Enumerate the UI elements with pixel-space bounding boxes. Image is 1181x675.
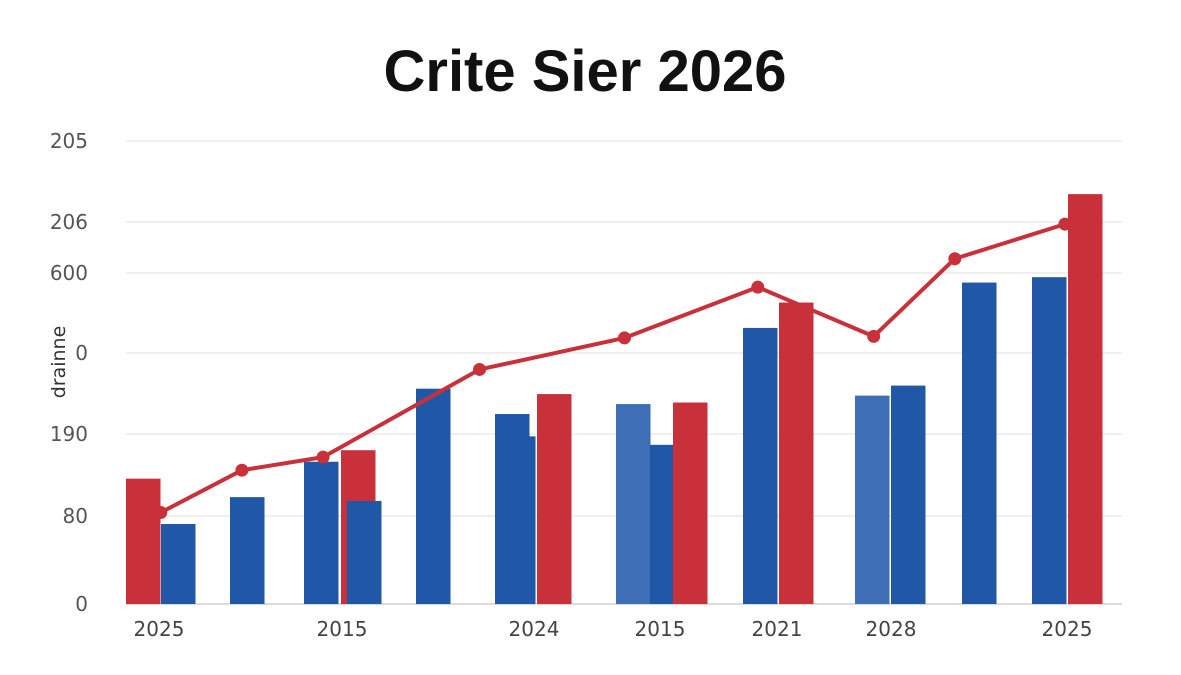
y-tick-label: 0 — [75, 341, 88, 365]
chart-title: Crite Sier 2026 — [383, 39, 786, 104]
y-tick-label: 206 — [50, 210, 88, 234]
y-tick-label: 205 — [50, 129, 88, 153]
bar — [1032, 277, 1067, 604]
trend-point — [948, 252, 962, 266]
x-tick-label: 2024 — [509, 617, 560, 641]
bar — [537, 394, 572, 604]
bar — [161, 524, 196, 604]
x-axis-ticks: 2025 2015 2024 2015 2021 2028 2025 — [134, 617, 1093, 641]
x-tick-label: 2025 — [134, 617, 185, 641]
y-tick-label: 190 — [50, 422, 88, 446]
x-tick-label: 2028 — [866, 617, 917, 641]
x-tick-label: 2025 — [1042, 617, 1093, 641]
bar — [1068, 194, 1103, 605]
trend-point — [235, 463, 249, 477]
bar — [673, 402, 708, 604]
trend-point — [154, 505, 168, 519]
bar — [779, 302, 814, 604]
bar — [126, 478, 161, 604]
bar — [501, 436, 536, 604]
bar — [304, 461, 339, 604]
trend-point — [751, 280, 765, 294]
trend-point — [1058, 217, 1072, 231]
y-axis-label: drainne — [48, 326, 70, 399]
bar — [743, 327, 778, 604]
trend-point — [316, 450, 330, 464]
y-tick-label: 600 — [50, 261, 88, 285]
bar — [891, 385, 926, 604]
trend-point — [867, 329, 881, 343]
y-axis-ticks: 0 80 190 0 600 206 205 — [50, 129, 88, 616]
bar — [855, 395, 890, 604]
x-tick-label: 2021 — [752, 617, 803, 641]
y-tick-label: 80 — [63, 504, 88, 528]
bar — [230, 497, 265, 604]
bar — [962, 282, 997, 604]
x-tick-label: 2015 — [317, 617, 368, 641]
bar — [347, 500, 382, 604]
trend-point — [473, 362, 487, 376]
x-tick-label: 2015 — [635, 617, 686, 641]
y-tick-label: 0 — [75, 592, 88, 616]
trend-point — [617, 331, 631, 345]
trend-line — [154, 217, 1072, 519]
trend-line-path — [159, 222, 1066, 515]
bar — [416, 388, 451, 604]
bars — [126, 194, 1103, 605]
bar — [616, 404, 651, 604]
